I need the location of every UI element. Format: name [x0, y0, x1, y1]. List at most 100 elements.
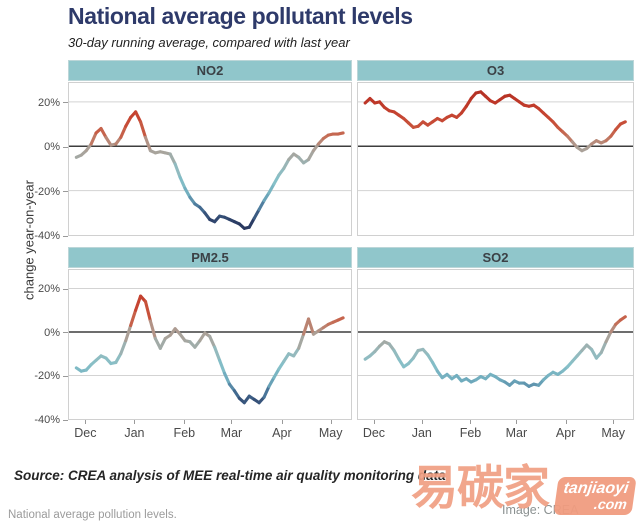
data-line-segment	[306, 317, 316, 336]
data-line-segment	[143, 299, 152, 323]
data-line-segment	[282, 158, 291, 170]
data-line-segment	[272, 367, 281, 380]
watermark-tld: .com	[593, 496, 628, 512]
plot-area-pm25: 20% 0% -20% -40% Dec Jan Feb Mar Apr May	[34, 269, 352, 440]
figure-caption: National average pollution levels.	[8, 509, 177, 521]
y-tick-label: -20%	[34, 185, 60, 198]
y-tick-mark	[63, 102, 68, 104]
x-tick-mark	[516, 420, 518, 424]
data-line-segment	[178, 175, 187, 190]
x-tick-mark	[330, 420, 332, 424]
data-line-segment	[267, 182, 276, 195]
data-line-segment	[168, 152, 177, 166]
data-line-segment	[124, 323, 133, 343]
x-tick-mark	[613, 420, 615, 424]
data-line-segment	[158, 336, 167, 350]
data-line-segment	[272, 173, 281, 186]
x-tick-label-dec: Dec	[362, 426, 386, 440]
data-line-segment	[173, 162, 182, 179]
plot-area-so2: Dec Jan Feb Mar Apr May	[357, 269, 634, 440]
x-tick-label-apr: Apr	[555, 426, 576, 440]
panel-title-o3: O3	[357, 60, 634, 81]
line-chart-so2	[358, 287, 633, 388]
data-line-segment	[143, 135, 152, 153]
data-line-segment	[604, 330, 613, 344]
data-line-segment	[431, 360, 439, 373]
chart-panel-o3: O3	[357, 60, 634, 236]
y-tick-label: -20%	[34, 370, 60, 383]
data-line-segment	[119, 339, 128, 356]
x-tick-mark	[421, 420, 423, 424]
page-title: National average pollutant levels	[68, 3, 413, 29]
y-tick-mark	[63, 146, 68, 148]
x-tick-label-mar: Mar	[220, 426, 243, 440]
data-line-segment	[183, 186, 192, 199]
data-line-segment	[392, 348, 401, 361]
data-line-segment	[336, 131, 345, 136]
data-line-segment	[262, 384, 271, 399]
data-line-segment	[89, 131, 98, 146]
x-tick-mark	[565, 420, 567, 424]
x-tick-mark	[134, 420, 136, 424]
line-chart-pm25	[69, 287, 351, 405]
data-line-segment	[618, 315, 627, 322]
y-tick-mark	[63, 375, 68, 377]
data-line-segment	[139, 120, 148, 139]
y-tick-mark	[63, 288, 68, 290]
watermark-site-badge: tanjiaoyi .com	[553, 477, 637, 515]
data-line-segment	[336, 316, 345, 322]
x-tick-mark	[281, 420, 283, 424]
data-line-segment	[618, 120, 627, 126]
y-tick-mark	[63, 332, 68, 334]
data-line-segment	[252, 207, 261, 220]
data-line-segment	[134, 110, 143, 124]
x-tick-label-apr: Apr	[272, 426, 292, 440]
chart-panel-pm25: PM2.5 20% 0% -20% -40% Dec Jan Feb Mar Apr May	[34, 247, 352, 440]
chart-panel-so2: SO2 Dec Jan Feb Mar Apr May	[357, 247, 634, 440]
y-tick-label: 0%	[44, 326, 60, 339]
x-tick-label-may: May	[318, 426, 343, 440]
y-tick-label: -40%	[34, 230, 60, 242]
data-line-segment	[99, 126, 108, 139]
line-chart-no2	[69, 101, 351, 230]
data-line-segment	[302, 317, 311, 336]
data-line-segment	[213, 345, 222, 362]
y-tick-mark	[63, 235, 68, 237]
x-tick-label-feb: Feb	[173, 426, 196, 440]
x-tick-mark	[184, 420, 186, 424]
y-tick-mark	[63, 419, 68, 421]
pollutant-chart-figure: change year-on-year NO2 20% 0% -20% -40% O3 PM…	[22, 60, 634, 440]
plot-area-no2: 20% 0% -20% -40%	[34, 82, 352, 242]
data-line-segment	[208, 334, 217, 349]
source-note: Source: CREA analysis of MEE real-time a…	[14, 468, 446, 483]
data-line-segment	[148, 319, 157, 341]
x-tick-label-feb: Feb	[459, 426, 482, 440]
data-line-segment	[134, 294, 143, 312]
data-line-segment	[114, 352, 123, 364]
data-line-segment	[222, 371, 232, 386]
panel-title-no2: NO2	[68, 60, 352, 81]
page-subtitle: 30-day running average, compared with la…	[68, 35, 350, 50]
y-tick-label: 0%	[44, 141, 60, 154]
y-tick-label: -40%	[34, 414, 60, 426]
x-tick-label-mar: Mar	[505, 426, 528, 440]
watermark-chinese-text: 易碳家	[411, 461, 550, 514]
line-chart-o3	[358, 90, 633, 192]
data-line-segment	[590, 347, 598, 360]
x-tick-label-jan: Jan	[124, 426, 145, 440]
x-tick-label-dec: Dec	[74, 426, 97, 440]
x-tick-label-may: May	[601, 426, 625, 440]
data-line-segment	[306, 149, 316, 162]
chart-panel-no2: NO2 20% 0% -20% -40%	[34, 60, 352, 242]
data-line-segment	[124, 115, 133, 128]
watermark-site-name: tanjiaoyi	[562, 480, 630, 497]
y-tick-label: 20%	[37, 283, 60, 296]
y-tick-mark	[63, 191, 68, 193]
data-line-segment	[247, 216, 256, 229]
x-tick-label-jan: Jan	[411, 426, 432, 440]
data-line-segment	[119, 124, 128, 139]
data-line-segment	[218, 358, 227, 375]
x-tick-mark	[373, 420, 375, 424]
x-tick-mark	[231, 420, 233, 424]
